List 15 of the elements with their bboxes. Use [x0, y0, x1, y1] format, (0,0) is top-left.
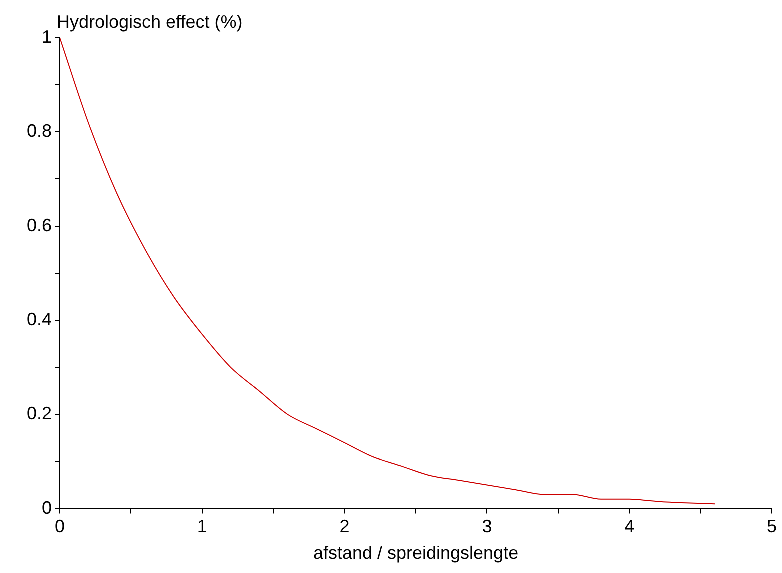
- y-tick-label: 0.4: [26, 309, 52, 330]
- y-tick-label: 0.2: [26, 404, 52, 424]
- y-tick-label: 1: [42, 26, 52, 47]
- x-tick-label: 3: [482, 516, 492, 537]
- x-tick-label: 4: [624, 516, 635, 537]
- line-series: [60, 38, 716, 505]
- x-tick-label: 0: [54, 516, 66, 537]
- y-tick-label: 0: [42, 498, 52, 518]
- y-axis-title: Hydrologisch effect (%): [57, 12, 243, 32]
- x-tick-label: 5: [766, 516, 778, 537]
- y-tick-label: 0.8: [26, 121, 52, 142]
- y-tick-label: 0.6: [26, 215, 52, 236]
- x-tick-label: 2: [340, 516, 350, 537]
- x-axis-title: afstand / spreidingslengte: [313, 543, 519, 564]
- x-tick-label: 1: [197, 516, 208, 537]
